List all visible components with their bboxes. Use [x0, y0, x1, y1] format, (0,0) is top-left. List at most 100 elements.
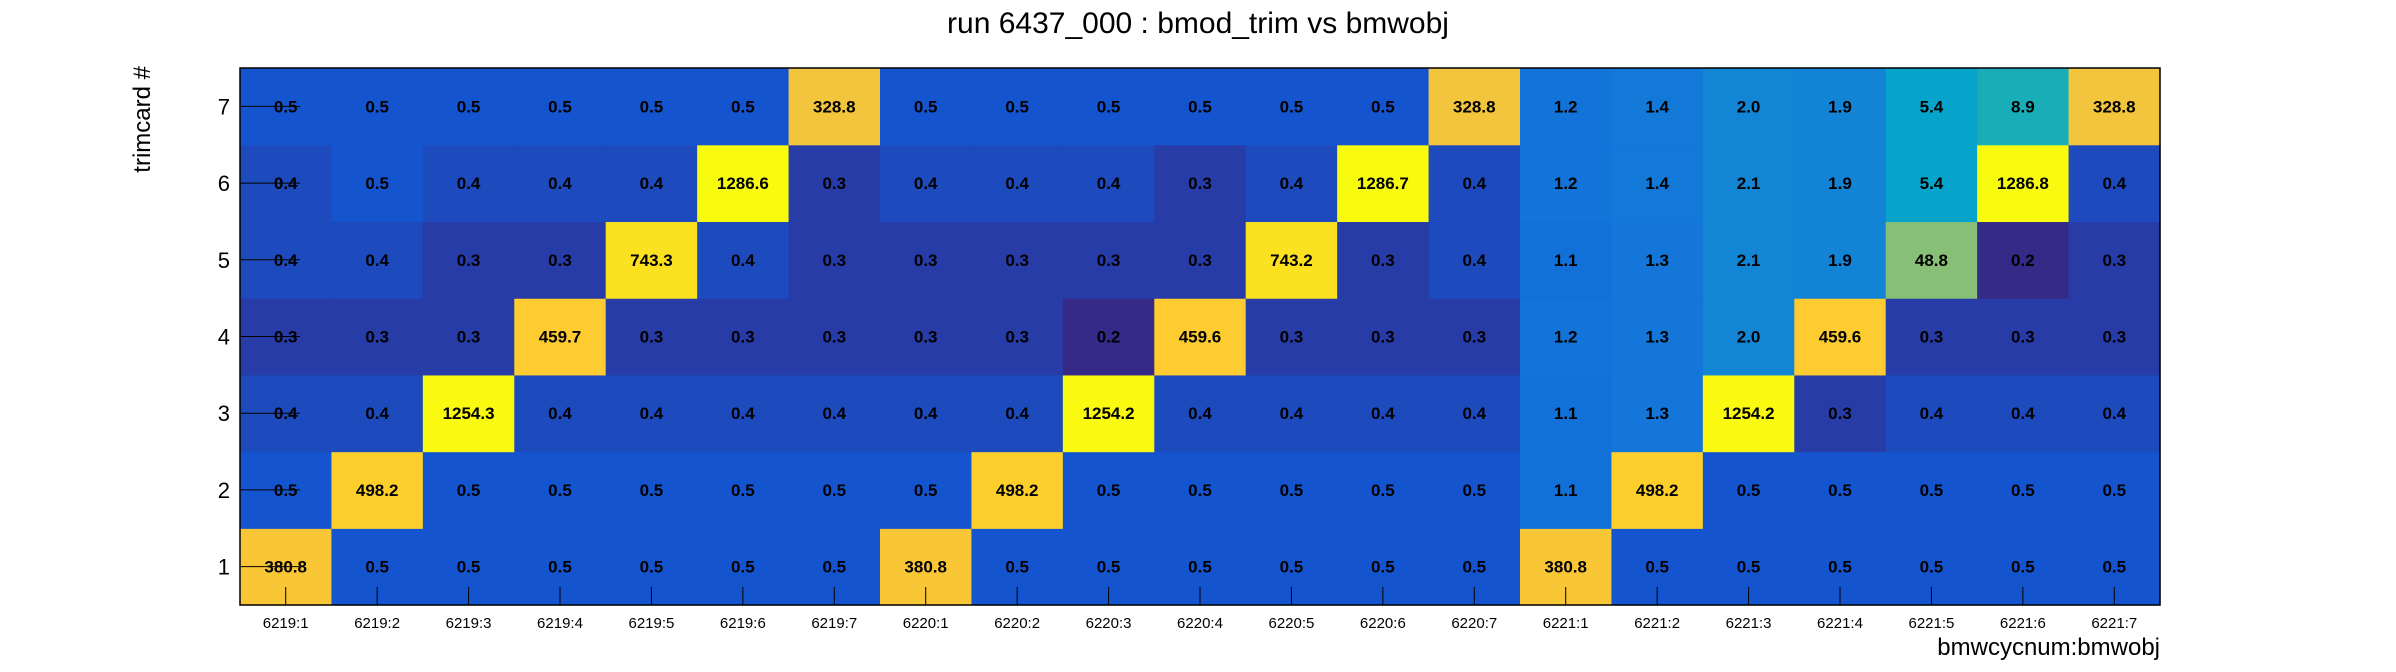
x-tick-label: 6220:4 — [1177, 615, 1223, 632]
x-tick-label: 6221:2 — [1634, 615, 1680, 632]
heatmap-cell — [1702, 221, 1795, 299]
cell-value-label: 0.5 — [1005, 97, 1029, 116]
cell-value-label: 5.4 — [1920, 174, 1944, 193]
y-tick-label: 6 — [218, 171, 230, 196]
cell-value-label: 0.5 — [822, 558, 846, 577]
heatmap-cell — [1611, 298, 1704, 376]
cell-value-label: 0.5 — [548, 97, 572, 116]
cell-value-label: 1.3 — [1645, 328, 1669, 347]
x-axis: 6219:1 6219:2 6219:3 6219:4 6219:5 6219:6 6219… — [263, 587, 2137, 632]
cell-value-label: 0.3 — [1005, 251, 1029, 270]
heatmap-cell — [971, 298, 1064, 376]
heatmap-cell — [1885, 451, 1978, 529]
heatmap-cell — [1794, 374, 1887, 453]
cell-value-label: 0.4 — [640, 174, 664, 193]
cell-value-label: 0.3 — [1920, 328, 1944, 347]
heatmap-cell — [1337, 144, 1430, 223]
heatmap-cell — [1428, 221, 1521, 299]
x-tick-label: 6219:1 — [263, 615, 309, 632]
cell-value-label: 0.3 — [731, 328, 755, 347]
heatmap-cell — [1520, 451, 1613, 529]
heatmap-cell — [1611, 451, 1704, 529]
cell-value-label: 0.5 — [1828, 558, 1852, 577]
heatmap-cell — [331, 298, 424, 376]
heatmap-cell — [2068, 451, 2161, 529]
x-tick-label: 6219:7 — [811, 615, 857, 632]
x-axis-title: bmwcycnum:bmwobj — [1937, 634, 2160, 661]
heatmap-cell — [971, 221, 1064, 299]
heatmap-cell — [2068, 374, 2161, 453]
x-tick-label: 6220:3 — [1086, 615, 1132, 632]
cell-value-label: 0.5 — [457, 97, 481, 116]
heatmap-cell — [1702, 144, 1795, 223]
cell-value-label: 0.4 — [457, 174, 481, 193]
heatmap-cell — [1794, 144, 1887, 223]
cell-value-label: 0.3 — [1462, 328, 1486, 347]
cell-value-label: 0.4 — [731, 404, 755, 423]
cell-value-label: 0.4 — [1005, 404, 1029, 423]
cell-value-label: 0.4 — [731, 251, 755, 270]
cell-value-label: 1.2 — [1554, 174, 1578, 193]
cell-value-label: 0.5 — [731, 97, 755, 116]
y-tick-label: 2 — [218, 478, 230, 503]
cell-value-label: 0.5 — [1188, 97, 1212, 116]
x-tick-label: 6221:7 — [2091, 615, 2137, 632]
heatmap-cell — [880, 68, 973, 146]
cell-value-label: 459.6 — [1179, 328, 1222, 347]
cell-value-label: 8.9 — [2011, 97, 2035, 116]
heatmap-cell — [605, 221, 698, 299]
cell-value-label: 0.4 — [1462, 174, 1486, 193]
heatmap-cell — [422, 68, 515, 146]
cell-value-label: 1.1 — [1554, 251, 1578, 270]
cell-value-label: 0.3 — [1828, 404, 1852, 423]
cell-value-label: 498.2 — [356, 481, 399, 500]
cell-value-label: 0.5 — [822, 481, 846, 500]
x-tick-label: 6220:2 — [994, 615, 1040, 632]
cell-value-label: 0.5 — [365, 174, 389, 193]
heatmap-cell — [697, 298, 790, 376]
heatmap-cell — [514, 144, 607, 223]
x-tick-label: 6220:5 — [1268, 615, 1314, 632]
heatmap-cell — [788, 374, 881, 453]
cell-value-label: 1286.8 — [1997, 174, 2049, 193]
cell-value-label: 0.4 — [365, 251, 389, 270]
heatmap-cell — [1794, 68, 1887, 146]
cell-value-label: 2.1 — [1737, 251, 1761, 270]
heatmap-cell — [605, 68, 698, 146]
heatmap-cell — [1885, 221, 1978, 299]
cell-value-label: 0.5 — [365, 97, 389, 116]
heatmap-cell — [1794, 298, 1887, 376]
heatmap-cell — [1337, 68, 1430, 146]
cell-value-label: 0.5 — [1462, 558, 1486, 577]
heatmap-cell — [2068, 298, 2161, 376]
heatmap-cell — [1611, 68, 1704, 146]
heatmap-cell — [697, 221, 790, 299]
cell-value-label: 1.4 — [1645, 174, 1669, 193]
cell-value-label: 1254.2 — [1723, 404, 1775, 423]
heatmap-cell — [1520, 68, 1613, 146]
cell-value-label: 0.3 — [1188, 174, 1212, 193]
y-axis-title: trimcard # — [129, 65, 156, 172]
cell-value-label: 0.5 — [1920, 481, 1944, 500]
cell-value-label: 0.3 — [1097, 251, 1121, 270]
cell-value-label: 459.6 — [1819, 328, 1862, 347]
heatmap-cell — [514, 68, 607, 146]
heatmap-cell — [971, 374, 1064, 453]
cell-value-label: 1.9 — [1828, 174, 1852, 193]
cell-value-label: 0.5 — [2011, 558, 2035, 577]
heatmap-cell — [514, 298, 607, 376]
heatmap-cell — [422, 221, 515, 299]
cell-value-label: 0.3 — [822, 251, 846, 270]
cell-value-label: 0.3 — [1371, 251, 1395, 270]
heatmap-cell — [514, 374, 607, 453]
heatmap-cell — [1154, 144, 1247, 223]
heatmap-cell — [514, 221, 607, 299]
heatmap-cell — [1428, 374, 1521, 453]
heatmap-cell — [1062, 68, 1155, 146]
heatmap-cell — [1154, 68, 1247, 146]
heatmap-cell — [788, 298, 881, 376]
heatmap-cell — [1794, 221, 1887, 299]
cell-value-label: 0.5 — [1005, 558, 1029, 577]
cell-value-label: 2.1 — [1737, 174, 1761, 193]
